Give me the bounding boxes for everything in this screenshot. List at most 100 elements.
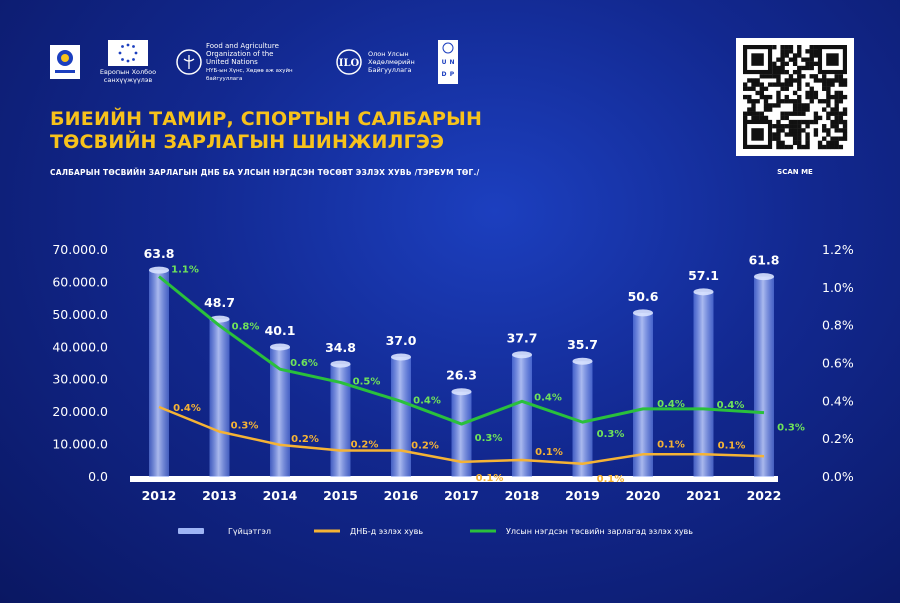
budget-share-label: 0.6% <box>290 358 318 369</box>
budget-share-label: 0.4% <box>717 400 745 411</box>
x-axis-tick-label: 2018 <box>505 488 540 503</box>
bar-value-label: 37.0 <box>386 333 417 348</box>
legend-swatch-line <box>314 529 340 533</box>
bar-2018 <box>512 354 532 477</box>
gdp-share-label: 0.3% <box>231 421 259 432</box>
right-axis-tick-label: 0.4% <box>822 393 854 408</box>
left-axis-tick-label: 0.0 <box>88 469 108 484</box>
left-axis-tick-label: 30.000.0 <box>52 372 108 387</box>
x-axis-tick-label: 2021 <box>686 488 721 503</box>
bar-top-cap <box>149 266 169 274</box>
x-axis-tick-label: 2022 <box>747 488 782 503</box>
legend-swatch-bar <box>178 528 204 534</box>
bar-2017 <box>451 391 472 477</box>
svg-text:N: N <box>449 59 454 66</box>
right-axis-tick-label: 0.8% <box>822 318 854 333</box>
fao-logo-subtext: НҮБ-ын Хүнс, Хөдөө аж ахуйн байгууллага <box>206 67 293 82</box>
bar-2016 <box>391 357 411 477</box>
bar-2015 <box>330 364 351 477</box>
x-axis-tick-label: 2014 <box>263 488 298 503</box>
mongolia-emblem-icon <box>50 45 80 79</box>
budget-share-label: 0.8% <box>232 322 260 333</box>
page-title-line2: ТӨСВИЙН ЗАРЛАГЫН ШИНЖИЛГЭЭ <box>50 131 445 153</box>
gdp-share-label: 0.2% <box>411 441 439 452</box>
bar-top-cap <box>451 388 472 396</box>
ilo-logo-text: Олон Улсын Хөдөлмөрийн Байгууллага <box>368 50 415 74</box>
gdp-share-label: 0.1% <box>657 439 685 450</box>
bar-2021 <box>693 291 714 477</box>
budget-share-label: 0.5% <box>353 376 381 387</box>
bar-value-label: 26.3 <box>446 368 477 383</box>
bar-top-cap <box>512 351 532 359</box>
bar-top-cap <box>270 343 290 351</box>
bar-value-label: 50.6 <box>628 289 659 304</box>
legend-swatch-line <box>470 529 496 533</box>
gdp-share-label: 0.1% <box>718 440 746 451</box>
bar-value-label: 40.1 <box>265 323 296 338</box>
bar-top-cap <box>330 360 351 368</box>
bar-2012 <box>149 270 169 477</box>
page-title: БИЕИЙН ТАМИР, СПОРТЫН САЛБАРЫН ТӨСВИЙН З… <box>50 108 482 154</box>
x-axis-tick-label: 2020 <box>626 488 661 503</box>
eu-logo: Европын Холбоо санхүүжүүлэв <box>98 40 158 84</box>
bar-2019 <box>572 361 593 477</box>
right-axis-tick-label: 0.2% <box>822 431 854 446</box>
x-axis-tick-label: 2019 <box>565 488 600 503</box>
left-axis-tick-label: 70.000.0 <box>52 242 108 257</box>
gdp-share-label: 0.1% <box>535 447 563 458</box>
budget-share-label: 0.3% <box>597 429 625 440</box>
legend-label: Улсын нэгдсэн төсвийн зарлагад эзлэх хув… <box>506 527 693 536</box>
budget-share-label: 1.1% <box>171 264 199 275</box>
right-axis-tick-label: 1.0% <box>822 280 854 295</box>
budget-share-label: 0.4% <box>657 399 685 410</box>
gdp-share-label: 0.2% <box>291 434 319 445</box>
x-axis-tick-label: 2016 <box>384 488 419 503</box>
bar-top-cap <box>633 309 653 317</box>
fao-logo: Food and Agriculture Organization of the… <box>176 42 316 83</box>
gdp-share-label: 0.2% <box>351 440 379 451</box>
gdp-share-label: 0.1% <box>597 474 625 485</box>
left-axis-tick-label: 10.000.0 <box>52 437 108 452</box>
svg-text:U: U <box>442 59 447 66</box>
bar-top-cap <box>572 357 593 365</box>
gdp-share-label: 0.1% <box>476 473 504 484</box>
fao-logo-text: Food and Agriculture Organization of the… <box>206 41 279 66</box>
fao-emblem-icon <box>176 49 202 75</box>
left-axis-tick-label: 40.000.0 <box>52 339 108 354</box>
budget-share-label: 0.3% <box>475 433 503 444</box>
bar-2013 <box>209 319 230 477</box>
bar-value-label: 57.1 <box>688 268 719 283</box>
bar-value-label: 37.7 <box>507 331 538 346</box>
budget-share-line <box>158 275 765 426</box>
page-title-line1: БИЕИЙН ТАМИР, СПОРТЫН САЛБАРЫН <box>50 108 483 130</box>
bar-value-label: 63.8 <box>144 246 175 261</box>
x-axis-tick-label: 2015 <box>323 488 358 503</box>
x-axis-tick-label: 2017 <box>444 488 479 503</box>
bar-top-cap <box>754 273 774 281</box>
budget-share-label: 0.4% <box>534 392 562 403</box>
legend-label: Гүйцэтгэл <box>228 527 271 536</box>
gdp-share-label: 0.4% <box>173 403 201 414</box>
left-axis-tick-label: 60.000.0 <box>52 274 108 289</box>
ilo-emblem-icon: ILO <box>336 49 362 75</box>
budget-share-label: 0.3% <box>777 423 805 434</box>
svg-text:D: D <box>442 71 447 78</box>
chart-subtitle: САЛБАРЫН ТӨСВИЙН ЗАРЛАГЫН ДНБ БА УЛСЫН Н… <box>50 168 480 177</box>
bar-value-label: 35.7 <box>567 337 598 352</box>
bar-value-label: 34.8 <box>325 340 356 355</box>
right-axis-tick-label: 0.6% <box>822 356 854 371</box>
x-axis-baseline <box>130 476 778 482</box>
undp-emblem-icon: U ND P <box>438 40 458 84</box>
x-axis-tick-label: 2013 <box>202 488 237 503</box>
bar-value-label: 61.8 <box>749 253 780 268</box>
mongolia-gov-logo <box>50 45 80 79</box>
qr-code[interactable] <box>736 38 854 156</box>
svg-text:ILO: ILO <box>339 58 360 69</box>
scan-me-label: SCAN ME <box>777 168 813 176</box>
budget-share-label: 0.4% <box>413 395 441 406</box>
bar-top-cap <box>693 288 714 296</box>
ilo-logo: ILO Олон Улсын Хөдөлмөрийн Байгууллага <box>334 49 420 75</box>
bar-top-cap <box>391 353 411 361</box>
